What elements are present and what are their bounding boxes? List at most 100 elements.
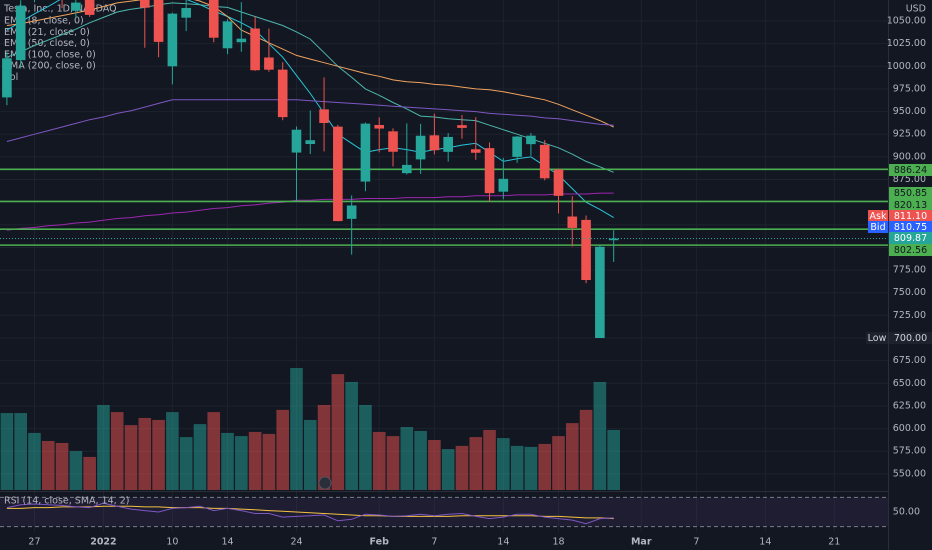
candle-body (498, 178, 509, 192)
volume-bar (207, 412, 221, 490)
candle-body (140, 0, 150, 8)
indicator-line (6, 0, 614, 219)
low-tag-box (866, 332, 888, 345)
x-tick-label: 14 (759, 537, 771, 548)
level-label: 886.24 (894, 165, 927, 176)
price-axis (888, 0, 932, 550)
volume-bar (372, 431, 386, 490)
y-tick-label: 900.00 (893, 151, 926, 162)
last-price-label-box (889, 232, 932, 244)
level-label-box (889, 187, 932, 199)
volume-bar (193, 424, 207, 490)
legend-entry: EMA (21, close, 0) (4, 27, 90, 38)
ask-tag: Ask (870, 211, 887, 222)
volume-bar (179, 437, 193, 490)
y-tick-label: 950.00 (893, 106, 926, 117)
indicator-line (6, 99, 614, 142)
volume-bar (0, 413, 14, 490)
volume-bar (455, 445, 469, 490)
volume-bar (124, 425, 138, 490)
candle-body (181, 7, 191, 18)
candle-body (567, 216, 578, 228)
level-label-box (889, 164, 932, 176)
rsi-pane (0, 496, 888, 528)
x-tick-label: Mar (631, 537, 652, 548)
candle-body (319, 109, 329, 123)
volume-bar (497, 438, 510, 490)
level-label: 850.85 (894, 188, 927, 199)
rsi-line (6, 502, 614, 525)
y-tick-label: 750.00 (893, 287, 926, 298)
currency-label: USD (906, 4, 926, 15)
x-tick-label: 14 (221, 537, 233, 548)
volume-bar (97, 404, 110, 490)
candle-body (539, 144, 550, 179)
x-tick-label: 2022 (90, 537, 116, 548)
volume-bar (166, 412, 179, 490)
volume-bar (152, 419, 165, 490)
candle-body (457, 125, 467, 128)
volume-bar (524, 446, 538, 490)
legend-entry: EMA (100, close, 0) (4, 49, 96, 60)
indicator-line (6, 0, 614, 128)
volume-bar (83, 456, 96, 490)
y-tick-label: 675.00 (893, 355, 926, 366)
volume-bar (276, 409, 289, 490)
y-tick-label: 575.00 (893, 446, 926, 457)
rsi-band-fill (0, 497, 888, 527)
indicator-line (6, 2, 614, 173)
legend-entry: EMA (50, close, 0) (4, 38, 90, 49)
volume-bar (221, 432, 234, 490)
volume-bar (400, 427, 414, 490)
x-tick-label: 18 (552, 537, 564, 548)
candle-body (15, 5, 26, 61)
candle-body (291, 129, 302, 153)
x-tick-label: 7 (693, 537, 699, 548)
volume-bar (607, 429, 620, 490)
low-label-box (889, 332, 932, 345)
x-tick-label: 24 (290, 537, 302, 548)
y-tick-label: 550.00 (893, 468, 926, 479)
y-tick-label: 1050.00 (887, 16, 926, 27)
volume-bar (428, 440, 441, 490)
candle-body (346, 205, 357, 219)
volume-bar (235, 436, 248, 490)
level-label-box (889, 244, 932, 256)
volume-bar (14, 413, 27, 490)
volume-bar (110, 412, 124, 490)
volume-bar (441, 449, 455, 490)
volume-bar (579, 409, 593, 490)
x-tick-label: 14 (497, 537, 509, 548)
candle-body (526, 135, 536, 145)
y-tick-label: 600.00 (893, 423, 926, 434)
candle-body (595, 246, 605, 339)
volume-bar (414, 430, 427, 490)
y-tick-label: 875.00 (893, 174, 926, 185)
bid-tag-box (868, 221, 888, 233)
bid-label: 810.75 (894, 222, 927, 233)
y-tick-label: 975.00 (893, 83, 926, 94)
x-tick-label: 7 (431, 537, 437, 548)
volume-bar (290, 367, 303, 490)
candle-body (360, 123, 371, 182)
y-tick-label: 1025.00 (887, 38, 926, 49)
candle-body (167, 13, 178, 67)
legend-entry: EMA (200, close, 0) (4, 61, 96, 72)
ask-label-box (889, 210, 932, 222)
candle-body (484, 148, 495, 194)
volume-bar (510, 445, 524, 490)
candle-body (415, 135, 426, 160)
y-tick-label: 775.00 (893, 265, 926, 276)
rsi-tick-label: 50.00 (893, 507, 920, 518)
candle-body (553, 169, 564, 196)
volume-bar (317, 404, 331, 490)
candle-body (512, 136, 522, 157)
candle-body (236, 38, 247, 43)
volume-bar (262, 433, 276, 490)
y-tick-label: 925.00 (893, 129, 926, 140)
volume-bar (248, 431, 262, 490)
candle-body (443, 136, 453, 152)
y-tick-label: 625.00 (893, 400, 926, 411)
